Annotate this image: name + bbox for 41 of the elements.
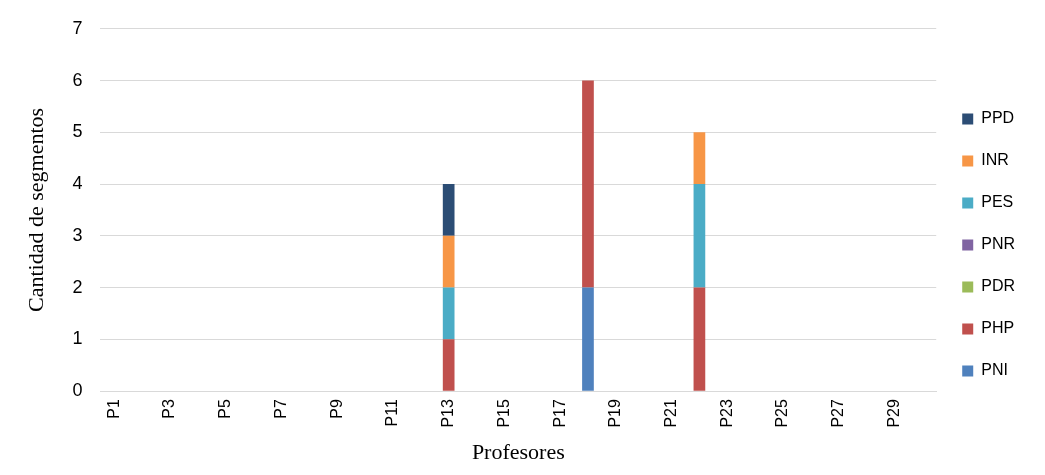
y-tick-label: 7: [72, 17, 83, 38]
y-tick-label: 5: [72, 121, 83, 142]
bar: [582, 80, 594, 288]
y-tick-label: 1: [72, 328, 83, 349]
x-tick-label: P11: [383, 399, 401, 427]
x-tick-label: P23: [717, 399, 735, 428]
y-axis-title: Cantidad de segmentos: [22, 107, 48, 312]
y-tick-label: 4: [72, 173, 83, 194]
x-tick-label: P15: [494, 399, 512, 428]
legend-label: INR: [981, 151, 1009, 169]
x-tick-label: P5: [216, 399, 234, 419]
bar: [442, 287, 455, 340]
x-tick-label: P3: [160, 399, 178, 419]
x-tick-label: P17: [550, 399, 568, 428]
y-tick-label: 3: [72, 224, 83, 245]
bar: [582, 287, 594, 391]
legend-label: PES: [981, 193, 1014, 211]
y-tick-label: 0: [72, 380, 83, 401]
legend-label: PNI: [981, 361, 1008, 379]
bar: [442, 235, 455, 288]
y-tick-label: 2: [72, 276, 83, 297]
bar: [693, 287, 706, 391]
x-tick-label: P29: [884, 399, 902, 428]
legend-label: PDR: [981, 277, 1015, 295]
x-tick-label: P21: [661, 399, 679, 428]
x-tick-label: P7: [271, 399, 289, 419]
x-tick-label: P1: [104, 399, 122, 419]
x-tick-label: P27: [829, 399, 847, 428]
y-tick-label: 6: [72, 69, 83, 90]
bar: [442, 339, 455, 391]
legend-label: PHP: [981, 319, 1015, 337]
legend-label: PNR: [981, 235, 1015, 253]
x-axis-title: Profesores: [471, 438, 565, 464]
bar: [442, 184, 455, 236]
x-tick-label: P19: [606, 399, 624, 428]
legend-label: PPD: [981, 109, 1015, 127]
x-tick-label: P9: [327, 399, 345, 419]
x-tick-label: P13: [439, 399, 457, 428]
bar: [693, 132, 706, 185]
x-tick-label: P25: [773, 399, 791, 428]
bar: [693, 184, 706, 288]
